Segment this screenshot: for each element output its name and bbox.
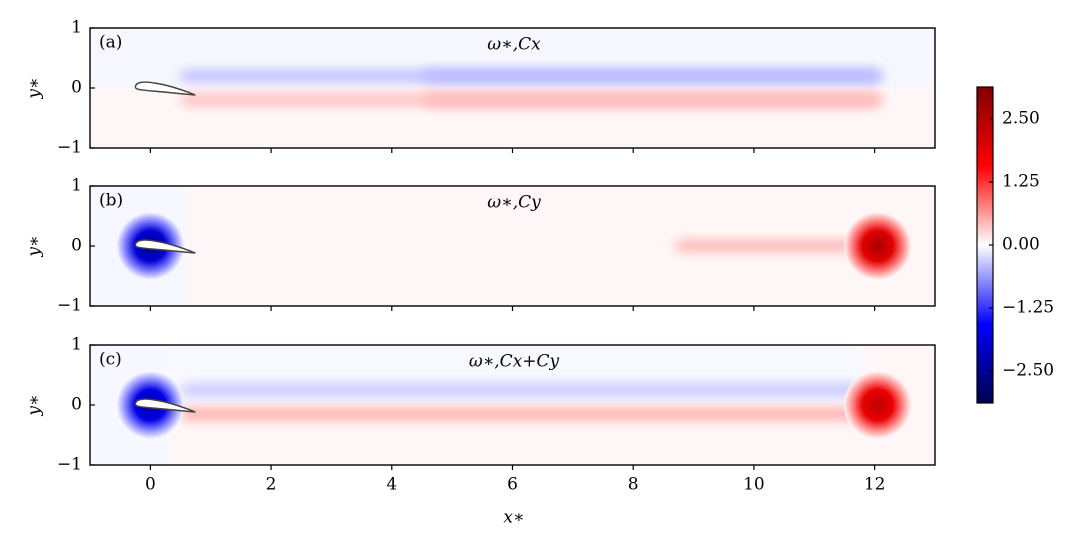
panel-title: ω∗,Cx+Cy bbox=[469, 352, 560, 372]
y-axis-label: y∗ bbox=[25, 235, 45, 257]
x-tick-label: 10 bbox=[743, 475, 765, 495]
airfoil bbox=[134, 398, 196, 413]
y-tick-label: 1 bbox=[71, 335, 82, 355]
y-tick-label: 1 bbox=[71, 176, 82, 196]
y-tick-label: 1 bbox=[71, 18, 82, 38]
airfoil bbox=[134, 81, 196, 96]
panel-field bbox=[90, 345, 935, 465]
panel-field bbox=[90, 28, 935, 148]
wake-streak bbox=[421, 93, 881, 107]
wake-streak bbox=[421, 69, 881, 83]
wake-streak bbox=[675, 239, 881, 253]
panel-label: (c) bbox=[99, 350, 122, 370]
wake-streak bbox=[180, 407, 881, 421]
panel-label: (b) bbox=[99, 191, 123, 211]
colorbar-tick-label: −2.50 bbox=[1002, 361, 1054, 381]
y-axis-label: y∗ bbox=[25, 77, 45, 99]
x-tick-label: 0 bbox=[145, 475, 156, 495]
x-tick-label: 12 bbox=[864, 475, 886, 495]
y-tick-label: −1 bbox=[57, 138, 82, 158]
vortex bbox=[843, 371, 912, 439]
y-tick-label: 0 bbox=[71, 78, 82, 98]
wake-streak bbox=[180, 383, 863, 397]
colorbar-tick-label: 2.50 bbox=[1002, 108, 1040, 128]
colorbar-tick-label: −1.25 bbox=[1002, 298, 1054, 318]
y-axis-label: y∗ bbox=[25, 394, 45, 416]
x-tick-label: 8 bbox=[628, 475, 639, 495]
panel-field bbox=[90, 186, 935, 306]
y-tick-label: −1 bbox=[57, 296, 82, 316]
panel-title: ω∗,Cy bbox=[487, 193, 541, 213]
airfoil bbox=[134, 239, 196, 254]
x-tick-label: 6 bbox=[507, 475, 518, 495]
colorbar-tick-label: 1.25 bbox=[1002, 171, 1040, 191]
y-tick-label: 0 bbox=[71, 236, 82, 256]
x-tick-label: 4 bbox=[386, 475, 397, 495]
y-tick-label: 0 bbox=[71, 395, 82, 415]
x-tick-label: 2 bbox=[266, 475, 277, 495]
x-axis-label: x∗ bbox=[503, 508, 524, 528]
panel-label: (a) bbox=[99, 33, 122, 53]
vortex bbox=[843, 212, 912, 280]
panel-title: ω∗,Cx bbox=[487, 35, 541, 55]
y-tick-label: −1 bbox=[57, 455, 82, 475]
colorbar-tick-label: 0.00 bbox=[1002, 235, 1040, 255]
